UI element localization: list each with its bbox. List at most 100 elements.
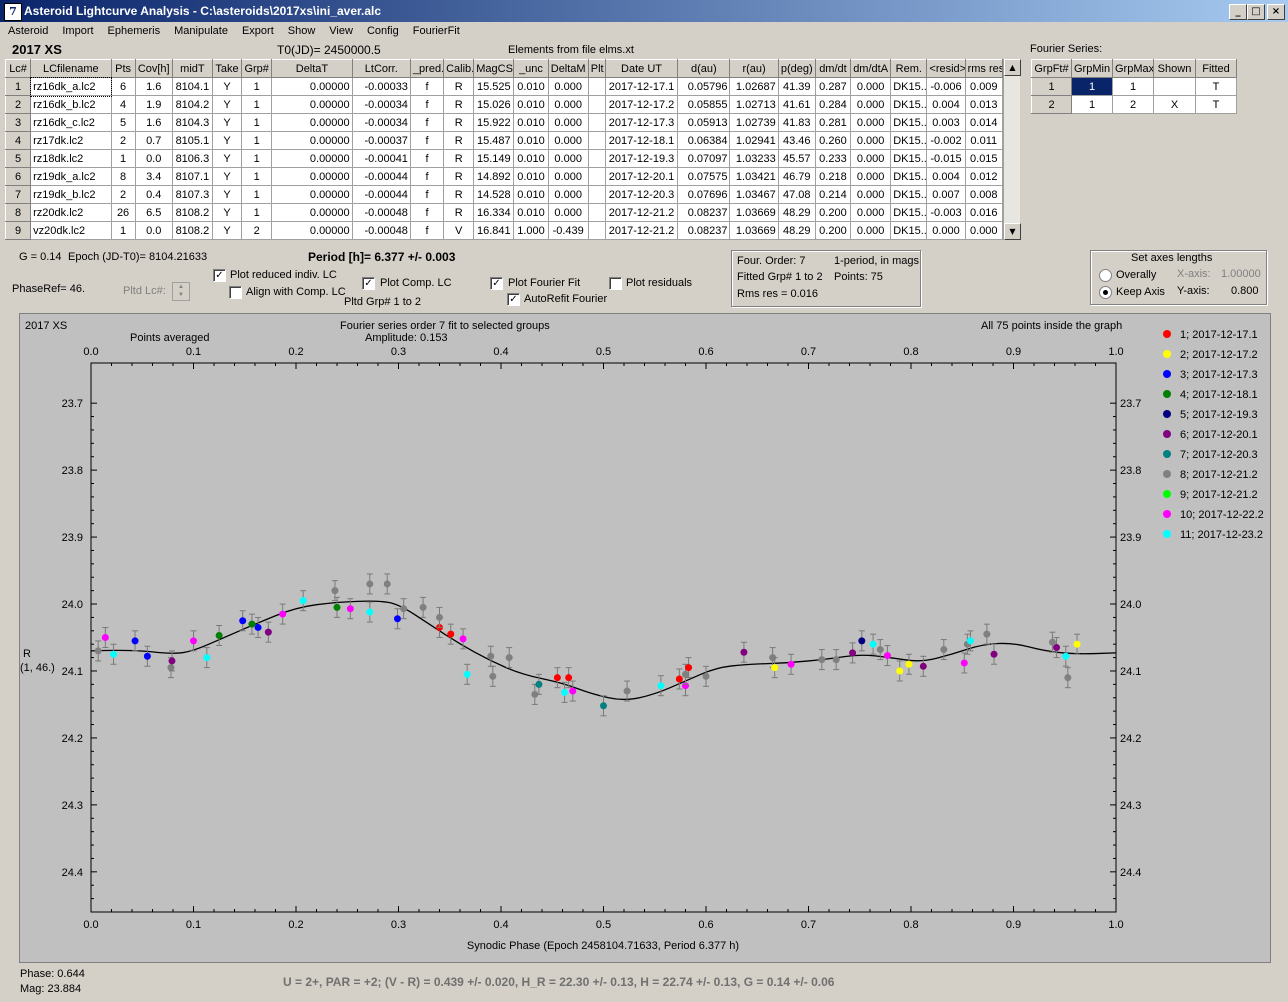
maximize-button[interactable]: □ [1247,4,1265,20]
lc-cell[interactable]: 15.525 [473,77,515,96]
lc-cell[interactable]: 8104.2 [171,95,213,114]
lc-cell[interactable]: 15.149 [473,149,515,168]
spin-up-icon[interactable]: ▲ [178,284,184,290]
lc-cell[interactable]: 0.013 [964,95,1004,114]
spin-down-icon[interactable]: ▼ [178,292,184,298]
lc-row[interactable]: 7 rz19dk_b.lc2 2 0.4 8107.3 Y 1 0.00000 -0.00044… [4,185,1004,204]
lc-cell[interactable]: -0.00041 [351,149,411,168]
lc-row[interactable]: 4 rz17dk.lc2 2 0.7 8105.1 Y 1 0.00000 -0.00037 f R… [4,131,1004,150]
scroll-down-icon[interactable]: ▼ [1004,223,1021,240]
lc-row[interactable]: 1 rz16dk_a.lc2 6 1.6 8104.1 Y 1 0.00000 -0.00033… [4,76,1004,97]
lc-cell[interactable]: DK15.. [890,131,928,150]
lc-cell[interactable]: 8104.1 [171,77,213,96]
lc-cell[interactable]: 1.02713 [729,95,779,114]
lc-column-header[interactable]: Date UT [604,59,679,78]
lc-cell[interactable]: rz16dk_c.lc2 [30,113,112,132]
lc-row[interactable]: 8 rz20dk.lc2 26 6.5 8108.2 Y 1 0.00000 -0.00048 f… [4,203,1004,222]
lc-cell[interactable]: f [409,77,445,96]
lc-cell[interactable]: f [409,149,445,168]
lc-cell[interactable]: 2017-12-21.2 [604,203,679,222]
lc-cell[interactable]: 48.29 [777,203,816,222]
lc-cell[interactable]: 0.010 [513,149,549,168]
lc-cell[interactable]: 8104.3 [171,113,213,132]
lc-cell[interactable]: 41.83 [777,113,816,132]
lc-cell[interactable] [587,203,606,222]
lc-cell[interactable]: 0.08237 [677,221,731,240]
lc-cell[interactable]: 15.922 [473,113,515,132]
lc-cell[interactable]: Y [211,113,243,132]
lc-cell[interactable]: 0.010 [513,185,549,204]
lc-cell[interactable]: R [443,149,475,168]
lc-cell[interactable] [587,185,606,204]
lc-cell[interactable]: f [409,131,445,150]
lc-cell[interactable]: R [443,203,475,222]
lc-cell[interactable]: 2017-12-21.2 [604,221,679,240]
lc-column-header[interactable]: Calib. [443,59,475,78]
lc-cell[interactable]: 0.010 [513,131,549,150]
lc-cell[interactable]: f [409,203,445,222]
title-bar[interactable]: 7 Asteroid Lightcurve Analysis - C:\aste… [0,0,1288,22]
lc-cell[interactable]: 14.528 [473,185,515,204]
lc-cell[interactable]: 0.003 [926,113,966,132]
lc-cell[interactable]: f [409,221,445,240]
lc-cell[interactable]: -0.439 [547,221,589,240]
pltd-lc-spinner[interactable]: ▲ ▼ [172,282,190,301]
lc-column-header[interactable]: midT [171,59,213,78]
lc-cell[interactable]: 8108.2 [171,221,213,240]
lc-cell[interactable]: 2017-12-20.1 [604,167,679,186]
lc-column-header[interactable]: rms res [964,59,1004,78]
fourier-cell[interactable]: T [1195,95,1237,114]
lc-cell[interactable]: Y [211,221,243,240]
lc-cell[interactable]: DK15.. [890,185,928,204]
fourier-cell[interactable]: X [1153,95,1196,114]
lc-cell[interactable]: 8106.3 [171,149,213,168]
lc-cell[interactable]: R [443,95,475,114]
lc-cell[interactable]: 0.00000 [271,95,353,114]
fourier-cell[interactable] [1153,77,1196,96]
lc-column-header[interactable]: LtCorr. [351,59,411,78]
lc-cell[interactable]: 0.000 [850,221,892,240]
lc-cell[interactable]: 0.000 [547,149,589,168]
lc-cell[interactable]: 15.487 [473,131,515,150]
lc-cell[interactable]: 41.61 [777,95,816,114]
lc-cell[interactable]: 0.4 [134,185,173,204]
lc-cell[interactable]: 0.016 [964,203,1004,222]
lc-cell[interactable]: 0.000 [547,95,589,114]
lc-column-header[interactable]: _unc [513,59,549,78]
lc-cell[interactable]: 0.284 [814,95,852,114]
lc-cell[interactable] [587,149,606,168]
lc-row-header[interactable]: 6 [4,167,32,186]
lc-cell[interactable]: 0.214 [814,185,852,204]
lc-cell[interactable] [587,113,606,132]
lc-cell[interactable]: -0.00033 [351,77,411,96]
lc-cell[interactable]: 0.00000 [271,203,353,222]
lc-cell[interactable]: 1 [241,167,273,186]
lc-cell[interactable]: DK15.. [890,203,928,222]
lc-cell[interactable]: 0.08237 [677,203,731,222]
lc-cell[interactable]: -0.00048 [351,221,411,240]
lc-cell[interactable]: 0.000 [850,95,892,114]
lc-cell[interactable]: 16.334 [473,203,515,222]
overally-radio[interactable] [1099,269,1112,282]
lc-cell[interactable]: 4 [110,95,136,114]
lc-column-header[interactable]: Pts [110,59,136,78]
lc-cell[interactable]: 0.011 [964,131,1004,150]
lc-cell[interactable]: 1.02941 [729,131,779,150]
lc-cell[interactable]: 6.5 [134,203,173,222]
lc-cell[interactable]: 2017-12-17.2 [604,95,679,114]
menu-ephemeris[interactable]: Ephemeris [107,25,161,37]
lc-row[interactable]: 6 rz19dk_a.lc2 8 3.4 8107.1 Y 1 0.00000 -0.00044… [4,167,1004,186]
minimize-button[interactable]: _ [1229,4,1247,20]
lc-cell[interactable]: rz16dk_a.lc2 [29,76,113,97]
lc-cell[interactable]: Y [211,185,243,204]
lc-cell[interactable]: 6 [110,77,136,96]
lc-cell[interactable] [587,77,606,96]
scroll-up-icon[interactable]: ▲ [1004,59,1021,76]
lc-cell[interactable]: V [443,221,475,240]
lc-cell[interactable]: 1.02739 [729,113,779,132]
lc-cell[interactable]: 0.0 [134,221,173,240]
fourier-cell[interactable]: 1 [1071,95,1113,114]
plot-comp-checkbox[interactable]: ✓ [362,277,375,290]
lc-cell[interactable]: 0.05855 [677,95,731,114]
